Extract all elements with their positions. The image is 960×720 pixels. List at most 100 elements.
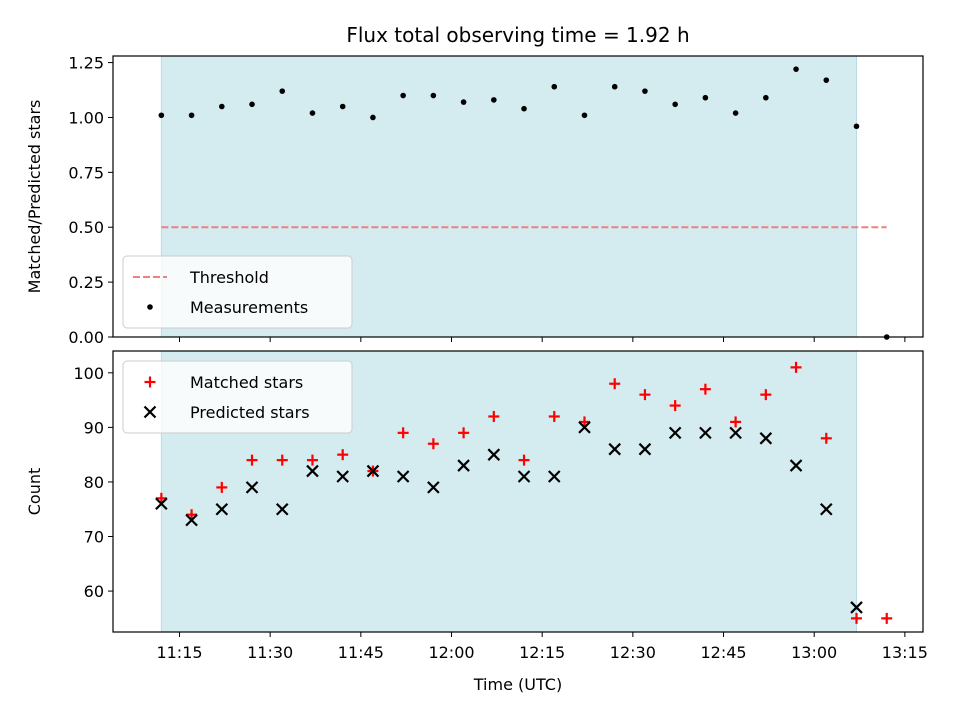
legend-x-swatch-b [143,405,157,419]
data-point [669,400,681,412]
data-point [639,389,651,401]
data-point [370,114,376,121]
data-point [851,612,863,624]
x-tick-label: 12:30 [610,643,656,662]
data-point [608,442,621,456]
data-point [823,77,830,83]
data-point [366,464,380,478]
legend-box [122,360,353,434]
axes-frame [112,350,924,633]
data-point [548,410,560,422]
x-tick-label: 12:45 [700,643,746,662]
data-point [699,383,711,395]
data-point [729,426,742,440]
x-marker-b [517,470,531,483]
x-tick-label: 13:00 [791,643,837,662]
x-tick-label: 12:00 [428,643,474,662]
y-axis-label: Matched/Predicted stars [25,100,44,294]
data-point [638,442,652,456]
data-point [185,513,198,527]
legend-label: Matched stars [190,373,303,392]
data-point [215,502,229,516]
y-tick-label: 80 [84,473,104,492]
data-point [491,97,497,103]
x-marker-b [396,470,410,483]
x-marker-b [155,497,168,511]
data-point [309,110,316,116]
x-marker-b [215,502,229,516]
data-point [396,470,410,483]
legend-box [122,255,353,329]
data-point [759,432,773,445]
series-measurements [158,66,890,340]
data-point [547,470,561,483]
y-axis-label: Count [25,468,44,516]
x-marker-b [638,442,652,456]
legend-dot-swatch [147,304,153,310]
data-point [186,509,198,521]
axes-frame [112,55,924,338]
data-point [275,502,289,516]
y-tick-label: 70 [84,528,104,547]
x-marker-b [699,426,712,440]
data-point [427,481,440,494]
data-point [158,112,165,119]
y-tick-label: 1.00 [68,108,104,127]
data-point [730,416,742,428]
data-point [820,502,833,516]
data-point [790,361,802,373]
y-tick-label: 1.25 [68,54,104,73]
data-point [578,421,591,434]
x-marker-b [336,470,349,483]
data-point [820,432,832,444]
x-marker-b [820,502,833,516]
data-point [732,110,739,116]
x-marker-b [608,442,621,456]
data-point [521,105,527,112]
x-marker-b [547,470,561,483]
data-point [155,497,168,511]
chart-title: Flux total observing time = 1.92 h [346,23,689,47]
data-point [487,448,501,461]
data-point [581,112,588,119]
legend: Threshold Measurements [122,255,353,329]
series-predicted-stars [155,421,863,614]
data-point [793,66,799,72]
data-point [850,601,863,614]
y-tick-label: 0.75 [68,163,104,182]
x-marker-b [789,459,803,472]
x-marker-b [668,426,682,440]
data-point [672,101,678,108]
y-tick-label: 100 [73,364,104,383]
data-point [668,426,682,440]
data-point [400,92,406,99]
data-point [881,612,893,624]
x-marker-b [245,481,259,494]
data-point [699,426,712,440]
x-marker-b [366,464,380,478]
y-tick-label: 0.00 [68,328,104,347]
data-point [760,389,772,401]
data-point [246,454,258,466]
x-marker-b [578,421,591,434]
data-point [276,454,288,466]
x-marker-b [275,502,289,516]
x-tick-label: 11:45 [338,643,384,662]
y-tick-label: 60 [84,582,104,601]
data-point [702,94,709,101]
data-point [279,88,286,94]
legend-label: Measurements [190,298,308,317]
x-marker-b [729,426,742,440]
data-point [488,410,500,422]
data-point [551,83,558,90]
data-point [188,112,195,119]
x-tick-label: 12:15 [519,643,565,662]
data-point [578,416,590,428]
data-point [457,459,470,472]
y-tick-label: 0.50 [68,218,104,237]
x-marker-b [306,464,319,478]
top-panel: 0.00 0.25 0.50 0.75 1.00 1.25 Matched/Predicte… [25,54,924,347]
data-point [249,101,255,108]
data-point [245,481,259,494]
